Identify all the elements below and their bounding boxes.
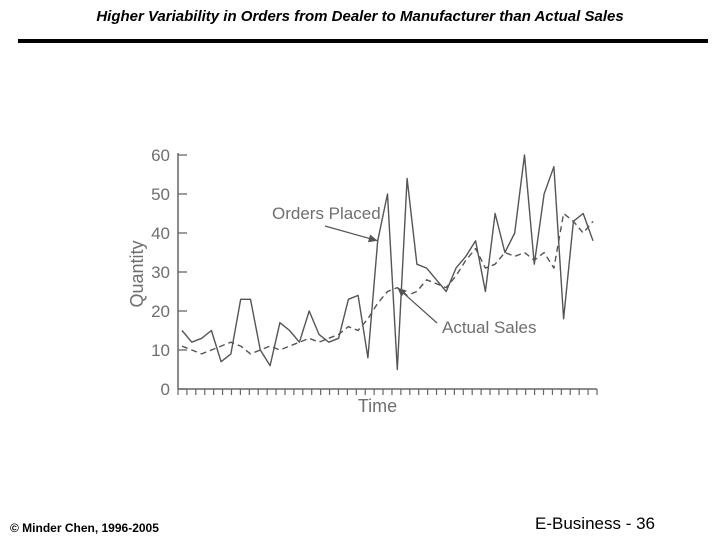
- chart-axes: [177, 153, 597, 390]
- y-tick-label: 50: [151, 185, 170, 204]
- y-axis-label: Quantity: [127, 240, 147, 307]
- chart-series: [181, 154, 594, 371]
- slide-title: Higher Variability in Orders from Dealer…: [96, 8, 624, 25]
- annotation-label: Actual Sales: [442, 318, 537, 337]
- annotation-label: Orders Placed: [272, 204, 381, 223]
- y-tick-label: 0: [161, 380, 170, 399]
- y-tick-label: 40: [151, 224, 170, 243]
- y-tick-label: 60: [151, 146, 170, 165]
- title-divider: [18, 39, 708, 43]
- y-tick-label: 20: [151, 302, 170, 321]
- chart-annotations: Orders Placed Actual Sales: [272, 204, 537, 337]
- footer-copyright: © Minder Chen, 1996-2005: [10, 521, 159, 535]
- annotation-arrowhead: [368, 234, 378, 243]
- annotation-arrow: [324, 225, 378, 242]
- chart-ticks: 0 10 20 30 40 50 60: [151, 146, 598, 399]
- series-line-orders-placed: [181, 154, 594, 371]
- series-line-actual-sales: [181, 212, 594, 355]
- y-tick-label: 10: [151, 341, 170, 360]
- footer-slide-number: E-Business - 36: [535, 514, 655, 533]
- x-axis-label: Time: [358, 396, 397, 416]
- annotation-arrowhead: [397, 287, 407, 297]
- y-tick-label: 30: [151, 263, 170, 282]
